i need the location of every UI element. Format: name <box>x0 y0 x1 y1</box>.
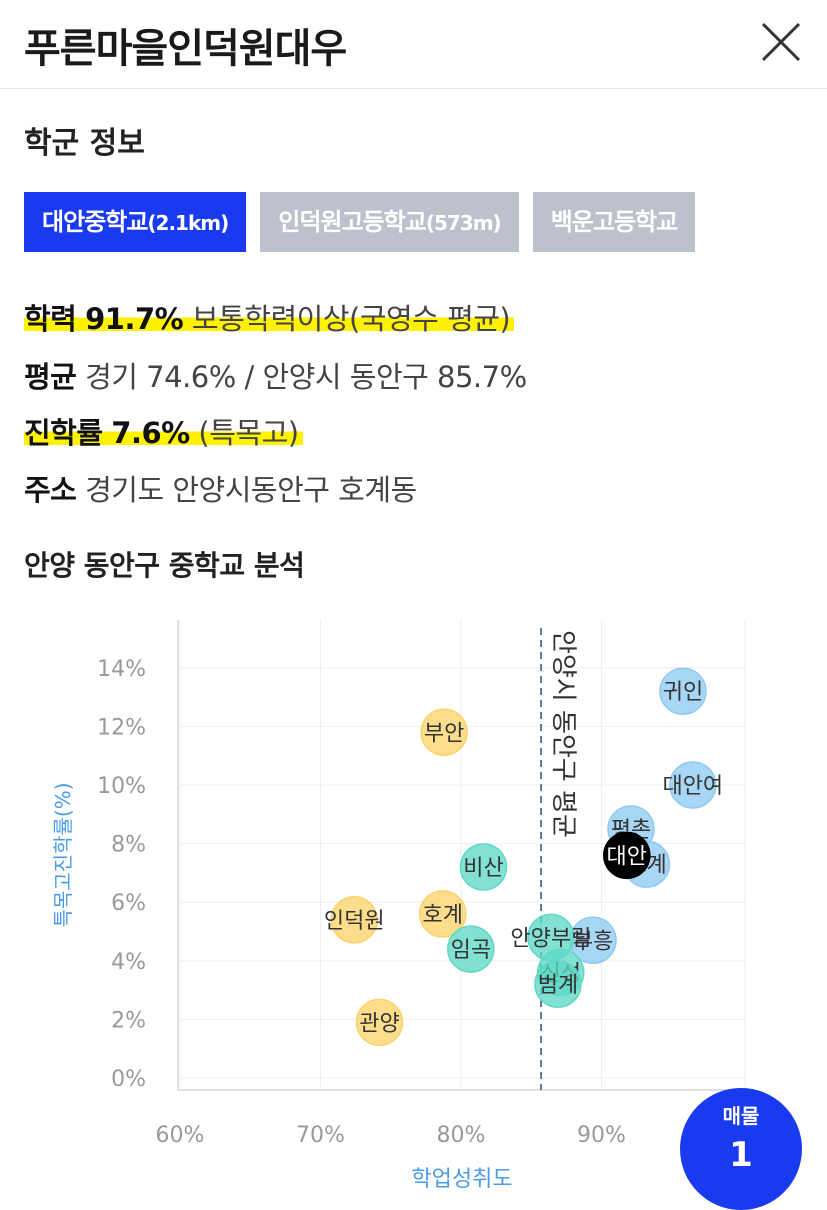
tab-school-2[interactable]: 백운고등학교 <box>532 192 696 252</box>
advancement-value: 7.6% <box>111 416 190 450</box>
school-point <box>418 890 467 938</box>
selected-school-point <box>603 831 651 880</box>
x-tick-label: 80% <box>437 1123 486 1148</box>
point-label: 임곡 <box>451 938 491 963</box>
scatter-chart: 0% 2% 4% 6% 8% 10% 12% 14% 60% 70% 80% 90% 학업성취도 특목고진… <box>51 620 746 1192</box>
point-label: 관양 <box>359 1011 399 1036</box>
school-tabs: 대안중학교(2.1km) 인덕원고등학교(573m) 백운고등학교 <box>24 192 784 252</box>
point-label: 귀인 <box>663 680 703 705</box>
tab-name: 인덕원고등학교 <box>278 208 427 236</box>
point-label: 부안 <box>424 721 464 746</box>
close-icon[interactable] <box>757 18 805 66</box>
x-tick-label: 70% <box>296 1123 345 1148</box>
info-advancement: 진학률 7.6% (특목고) <box>24 410 303 452</box>
listings-count: 1 <box>729 1135 753 1175</box>
info-average: 평균 경기 74.6% / 안양시 동안구 85.7% <box>24 354 527 396</box>
tab-distance: (573m) <box>425 211 502 235</box>
academic-label: 학력 <box>24 302 77 336</box>
school-point <box>659 667 707 715</box>
average-value: 경기 74.6% / 안양시 동안구 85.7% <box>85 360 527 394</box>
y-axis-title: 특목고진학률(%) <box>51 782 75 927</box>
school-point <box>534 960 582 1008</box>
point-label: 범계 <box>538 973 578 998</box>
academic-desc: 보통학력이상(국영수 평균) <box>191 302 511 336</box>
address-label: 주소 <box>24 473 77 507</box>
tab-school-0[interactable]: 대안중학교(2.1km) <box>24 192 247 252</box>
tab-name: 대안중학교 <box>42 208 148 236</box>
y-tick-label: 10% <box>97 774 146 799</box>
advancement-desc: (특목고) <box>198 416 299 450</box>
average-label: 평균 <box>24 360 77 394</box>
school-point <box>330 896 378 944</box>
academic-value: 91.7% <box>85 302 184 336</box>
point-label: 비산 <box>463 856 503 881</box>
info-address: 주소 경기도 안양시동안구 호계동 <box>24 467 417 509</box>
info-academic: 학력 91.7% 보통학력이상(국영수 평균) <box>24 296 515 338</box>
y-tick-label: 6% <box>111 891 146 916</box>
y-tick-label: 2% <box>111 1008 146 1033</box>
listings-label: 매물 <box>722 1104 760 1128</box>
page-title: 푸른마을인덕원대우 <box>24 26 347 72</box>
school-point <box>420 708 468 757</box>
y-tick-label: 14% <box>97 657 146 682</box>
tab-distance: (2.1km) <box>147 211 229 235</box>
chart-title: 안양 동안구 중학교 분석 <box>24 549 305 582</box>
school-point <box>447 925 495 973</box>
point-label: 대안 <box>607 844 647 869</box>
point-label: 부흥 <box>573 929 613 954</box>
y-tick-label: 8% <box>111 833 146 858</box>
point-label: 인덕원 <box>324 909 385 934</box>
listings-button[interactable]: 매물 1 <box>680 1088 802 1210</box>
school-point <box>669 761 717 809</box>
advancement-label: 진학률 <box>24 416 103 450</box>
school-point <box>355 998 404 1047</box>
x-tick-label: 90% <box>577 1123 626 1148</box>
y-tick-label: 4% <box>111 950 146 975</box>
header: 푸른마을인덕원대우 <box>0 0 827 89</box>
x-tick-label: 60% <box>156 1123 205 1148</box>
y-tick-label: 12% <box>97 715 146 740</box>
y-tick-label: 0% <box>111 1067 146 1092</box>
tab-name: 백운고등학교 <box>550 208 678 236</box>
point-label: 대안여 <box>662 774 723 799</box>
reference-line-label: 안양시 동안구 평균 <box>548 630 578 838</box>
point-label: 호계 <box>422 903 462 928</box>
x-axis-title: 학업성취도 <box>411 1167 512 1192</box>
address-value: 경기도 안양시동안구 호계동 <box>85 473 417 507</box>
school-point <box>459 843 508 891</box>
section-title: 학군 정보 <box>24 126 145 161</box>
point-label: 안양부림 <box>510 926 591 951</box>
tab-school-1[interactable]: 인덕원고등학교(573m) <box>260 192 519 252</box>
